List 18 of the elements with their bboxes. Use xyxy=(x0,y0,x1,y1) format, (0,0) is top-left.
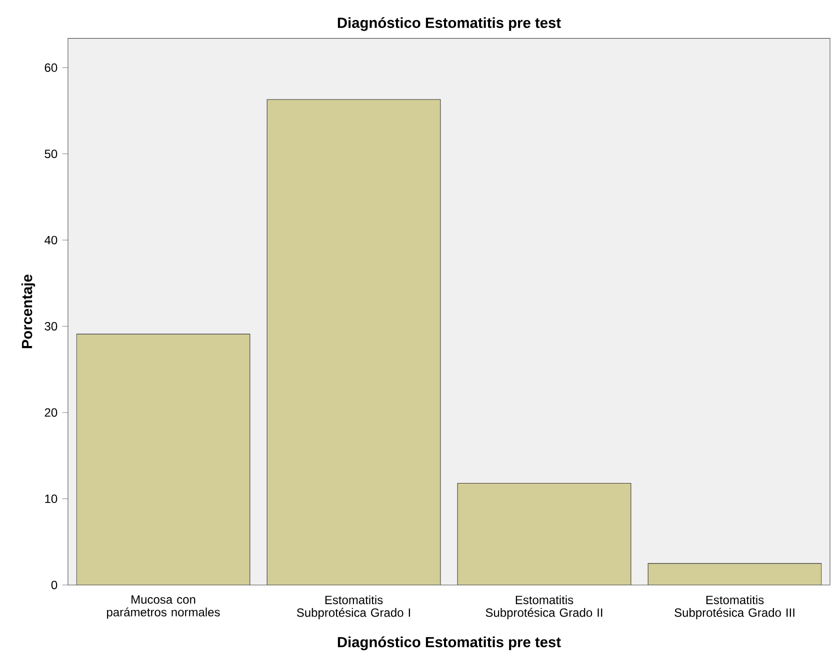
x-tick-label: Mucosa con parámetros normales xyxy=(107,595,220,619)
bar xyxy=(648,563,822,585)
y-tick-label: 30 xyxy=(44,322,58,331)
x-tick-label: Estomatitis Subprotésica Grado II xyxy=(486,595,602,620)
y-tick-label: 20 xyxy=(44,408,58,417)
y-tick-label: 10 xyxy=(45,494,58,504)
x-axis-title: Diagnóstico Estomatitis pre test xyxy=(338,636,561,650)
bar xyxy=(457,482,632,585)
y-tick-label: 0 xyxy=(51,580,58,590)
y-tick-label: 40 xyxy=(44,236,58,244)
x-tick-label: Estomatitis Subprotésica Grado I xyxy=(296,595,410,620)
y-tick-label: 50 xyxy=(44,150,58,158)
bar xyxy=(266,99,441,585)
y-axis-title: Porcentaje xyxy=(21,274,36,348)
chart-title: Diagnóstico Estomatitis pre test xyxy=(338,17,561,31)
y-tick-label: 60 xyxy=(44,63,58,72)
bar xyxy=(76,334,250,585)
x-tick-label: Estomatitis Subprotésica Grado III xyxy=(674,595,794,620)
